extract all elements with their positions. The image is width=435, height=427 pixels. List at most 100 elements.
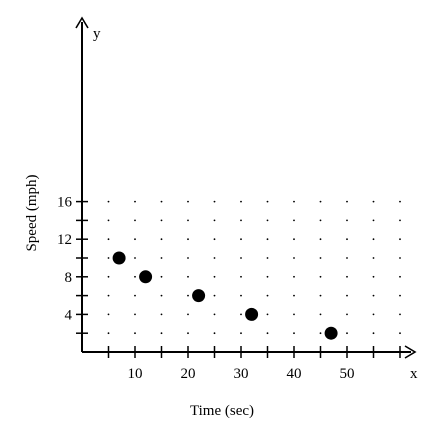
grid-dot — [107, 313, 110, 316]
grid-dot — [372, 332, 375, 335]
grid-dot — [160, 313, 163, 316]
grid-dot — [134, 219, 136, 222]
data-points — [112, 251, 338, 340]
grid-dots — [107, 200, 401, 335]
grid-dot — [293, 238, 295, 241]
grid-dot — [372, 238, 375, 241]
grid-dot — [107, 275, 110, 278]
grid-dot — [187, 275, 189, 278]
grid-dot — [240, 238, 242, 241]
grid-dot — [346, 275, 348, 278]
grid-dot — [107, 294, 110, 297]
grid-dot — [134, 313, 136, 316]
grid-dot — [187, 294, 189, 297]
grid-dot — [187, 238, 189, 241]
grid-dot — [107, 200, 110, 203]
grid-dot — [240, 332, 242, 335]
grid-dot — [266, 238, 269, 241]
grid-dot — [319, 332, 322, 335]
grid-dot — [213, 219, 216, 222]
x-tick-label: 10 — [128, 366, 143, 382]
y-axis-arrow — [75, 16, 89, 29]
x-tick-label: 50 — [340, 366, 355, 382]
data-point — [245, 307, 259, 321]
y-axis-title: Speed (mph) — [24, 174, 40, 251]
grid-dot — [399, 257, 401, 259]
y-tick-label: 16 — [57, 195, 73, 211]
grid-dot — [266, 275, 269, 278]
data-point — [192, 289, 206, 303]
grid-dot — [266, 200, 269, 203]
grid-dot — [399, 313, 401, 316]
grid-dot — [372, 219, 375, 222]
grid-dot — [399, 294, 401, 297]
grid-dot — [372, 294, 375, 297]
grid-dot — [293, 257, 295, 259]
grid-dot — [213, 294, 216, 297]
x-tick-label: 30 — [234, 366, 249, 382]
grid-dot — [160, 275, 163, 278]
x-axis-title: Time (sec) — [190, 403, 254, 419]
grid-dot — [319, 238, 322, 241]
grid-dot — [240, 313, 242, 316]
grid-dot — [134, 294, 136, 297]
y-tick-label: 8 — [65, 270, 73, 286]
grid-dot — [319, 257, 322, 259]
grid-dot — [160, 200, 163, 203]
grid-dot — [399, 238, 401, 241]
grid-dot — [107, 257, 110, 259]
y-tick-label: 4 — [65, 307, 73, 323]
grid-dot — [319, 275, 322, 278]
grid-dot — [107, 238, 110, 241]
grid-dot — [240, 294, 242, 297]
grid-dot — [399, 200, 401, 203]
grid-dot — [293, 332, 295, 335]
grid-dot — [213, 257, 216, 259]
axes — [75, 16, 417, 359]
grid-dot — [372, 200, 375, 203]
grid-dot — [266, 332, 269, 335]
grid-dot — [399, 275, 401, 278]
grid-dot — [213, 332, 216, 335]
grid-dot — [107, 332, 110, 335]
y-axis-letter: y — [93, 26, 101, 42]
grid-dot — [399, 219, 401, 222]
grid-dot — [187, 200, 189, 203]
grid-dot — [213, 275, 216, 278]
grid-dot — [187, 257, 189, 259]
tick-labels: 10 20 30 40 50 4 8 12 16 — [57, 195, 355, 382]
grid-dot — [107, 219, 110, 222]
grid-dot — [266, 294, 269, 297]
grid-dot — [293, 200, 295, 203]
grid-dot — [372, 313, 375, 316]
data-point — [324, 326, 338, 340]
grid-dot — [240, 275, 242, 278]
x-tick-label: 20 — [181, 366, 196, 382]
grid-dot — [346, 238, 348, 241]
grid-dot — [399, 332, 401, 335]
grid-dot — [266, 219, 269, 222]
axis-ticks — [76, 200, 401, 358]
grid-dot — [160, 294, 163, 297]
grid-dot — [160, 257, 163, 259]
grid-dot — [346, 219, 348, 222]
grid-dot — [187, 219, 189, 222]
grid-dot — [372, 257, 375, 259]
grid-dot — [372, 275, 375, 278]
grid-dot — [319, 219, 322, 222]
grid-dot — [160, 332, 163, 335]
x-axis-letter: x — [410, 366, 418, 382]
x-tick-label: 40 — [287, 366, 302, 382]
grid-dot — [187, 313, 189, 316]
grid-dot — [346, 313, 348, 316]
grid-dot — [346, 200, 348, 203]
grid-dot — [213, 313, 216, 316]
grid-dot — [346, 332, 348, 335]
grid-dot — [293, 313, 295, 316]
x-axis-arrow — [404, 345, 417, 359]
grid-dot — [160, 219, 163, 222]
grid-dot — [266, 257, 269, 259]
data-point — [112, 251, 126, 265]
grid-dot — [346, 294, 348, 297]
